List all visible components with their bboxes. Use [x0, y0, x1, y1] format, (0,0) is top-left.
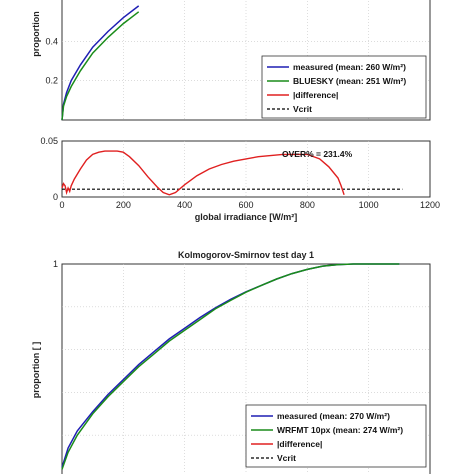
legend-label-vcrit: Vcrit	[293, 104, 312, 114]
difference-y-ticks: 00.05	[40, 136, 58, 202]
x-tick-label: 600	[238, 200, 253, 210]
ks-test-panel: Kolmogorov-Smirnov test day 1 1 proporti…	[31, 250, 431, 474]
y-tick-label: 1	[53, 259, 58, 269]
legend-label-measured: measured (mean: 270 W/m²)	[277, 411, 390, 421]
legend-label-model: WRFMT 10px (mean: 274 W/m²)	[277, 425, 403, 435]
x-tick-label: 0	[59, 200, 64, 210]
ks-test-series	[61, 263, 400, 470]
x-tick-label: 800	[300, 200, 315, 210]
top-cdf-panel: 0.2 0.4 proportion measured (mean: 260 W/…	[31, 0, 431, 121]
x-tick-label: 1200	[420, 200, 440, 210]
x-tick-label: 1000	[359, 200, 379, 210]
y-tick-label: 0.4	[45, 36, 58, 46]
ks-test-y-label: proportion [ ]	[31, 342, 41, 398]
legend-box	[261, 55, 427, 119]
y-tick-label: 0.2	[45, 76, 58, 86]
difference-grid	[123, 141, 369, 197]
top-cdf-y-ticks: 0.2 0.4	[45, 36, 58, 85]
legend-label-difference: |difference|	[293, 90, 338, 100]
top-cdf-y-label: proportion	[31, 11, 41, 57]
legend-label-measured: measured (mean: 260 W/m²)	[293, 62, 406, 72]
difference-panel: 0 200 400 600 800 1000 1200 00.05 OVER% = 231.…	[40, 136, 440, 222]
ks-test-legend: measured (mean: 270 W/m²) WRFMT 10px (mea…	[245, 404, 427, 468]
top-cdf-series	[61, 5, 140, 121]
difference-series	[61, 150, 403, 196]
series-line-model	[61, 11, 140, 121]
legend-label-model: BLUESKY (mean: 251 W/m²)	[293, 76, 406, 86]
x-tick-label: 400	[177, 200, 192, 210]
ks-test-title: Kolmogorov-Smirnov test day 1	[178, 250, 314, 260]
series-line-model	[61, 263, 400, 470]
over-percent-annotation: OVER% = 231.4%	[282, 149, 353, 159]
legend-label-vcrit: Vcrit	[277, 453, 296, 463]
legend-box	[245, 404, 427, 468]
top-cdf-legend: measured (mean: 260 W/m²) BLUESKY (mean: …	[261, 55, 427, 119]
series-line-measured	[61, 5, 140, 121]
difference-x-ticks: 0 200 400 600 800 1000 1200	[59, 200, 440, 210]
y-tick-label: 0	[53, 192, 58, 202]
difference-line	[61, 150, 345, 196]
y-tick-label: 0.05	[40, 136, 58, 146]
x-tick-label: 200	[116, 200, 131, 210]
legend-label-difference: |difference|	[277, 439, 322, 449]
ks-test-y-ticks: 1	[53, 259, 58, 269]
difference-x-label: global irradiance [W/m²]	[195, 212, 298, 222]
